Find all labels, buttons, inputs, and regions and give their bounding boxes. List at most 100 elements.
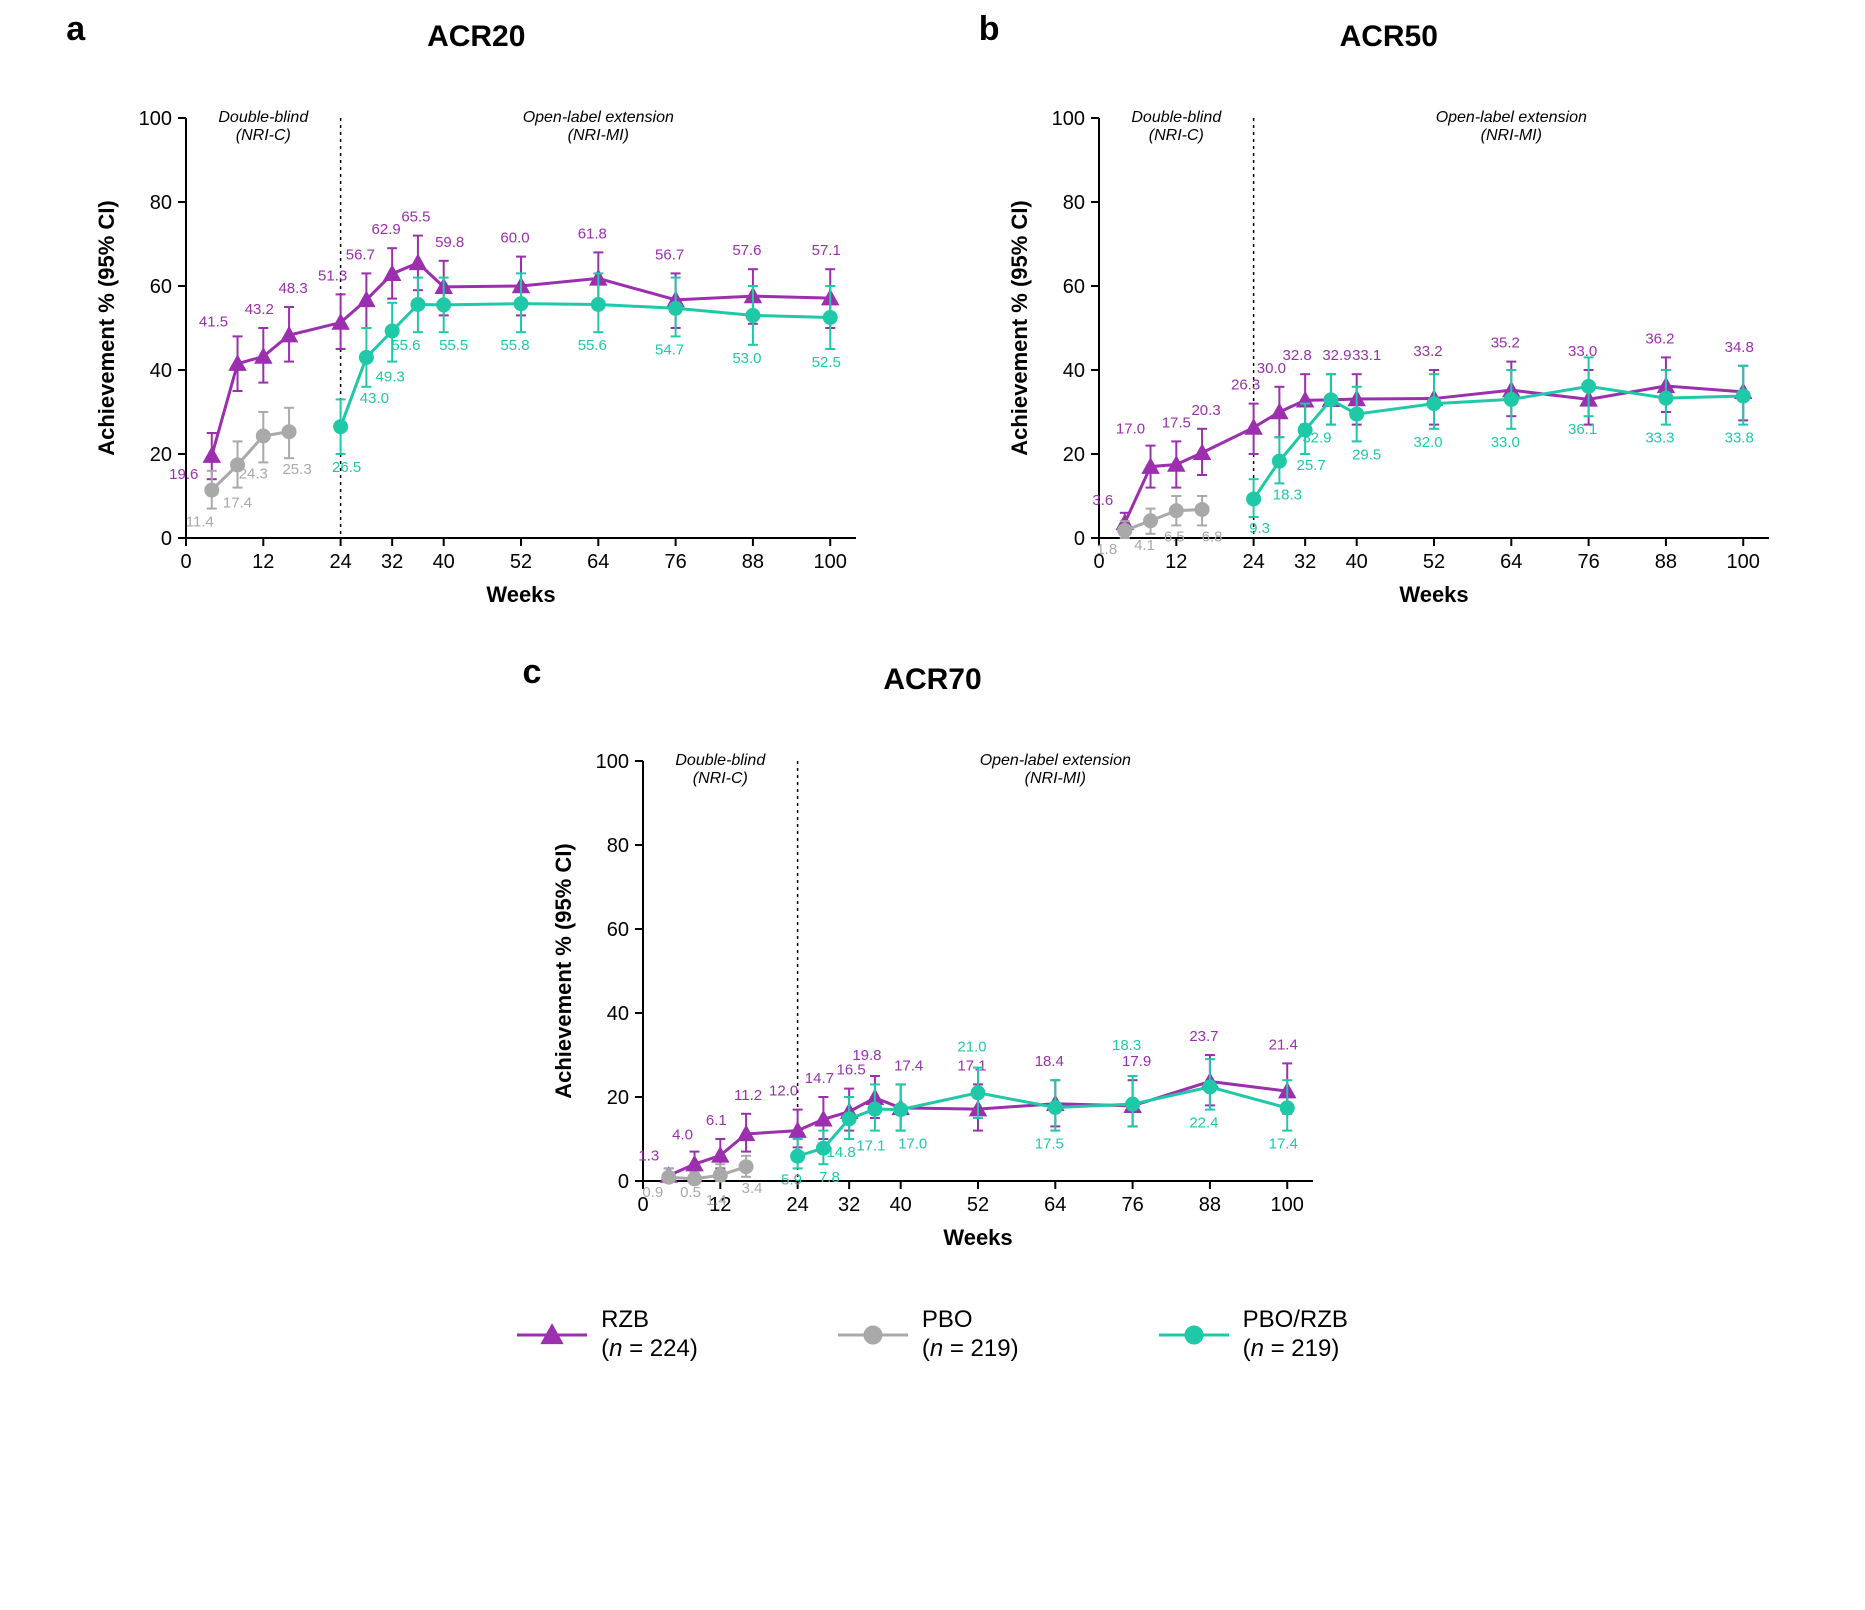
svg-text:56.7: 56.7 (346, 246, 375, 263)
svg-text:Double-blind: Double-blind (675, 752, 766, 769)
svg-text:19.6: 19.6 (169, 466, 198, 483)
svg-text:100: 100 (1726, 551, 1759, 573)
svg-text:0: 0 (161, 528, 172, 550)
legend-label: PBO(n = 219) (922, 1306, 1019, 1364)
svg-text:33.0: 33.0 (1490, 434, 1519, 451)
svg-text:7.8: 7.8 (818, 1169, 839, 1186)
svg-text:60: 60 (150, 276, 172, 298)
svg-text:24.3: 24.3 (239, 465, 268, 482)
svg-text:40: 40 (433, 551, 455, 573)
svg-text:34.8: 34.8 (1724, 339, 1753, 356)
svg-text:100: 100 (139, 108, 172, 130)
svg-text:88: 88 (1198, 1194, 1220, 1216)
svg-text:49.3: 49.3 (376, 369, 405, 386)
svg-text:60: 60 (606, 919, 628, 941)
svg-text:62.9: 62.9 (372, 221, 401, 238)
svg-text:26.3: 26.3 (1231, 377, 1260, 394)
svg-text:17.9: 17.9 (1122, 1053, 1151, 1070)
svg-text:55.6: 55.6 (392, 337, 421, 354)
svg-text:12: 12 (1165, 551, 1187, 573)
svg-text:Weeks: Weeks (943, 1225, 1012, 1250)
svg-text:Open-label extension: Open-label extension (1435, 109, 1586, 126)
svg-text:55.8: 55.8 (501, 337, 530, 354)
svg-text:(NRI-MI): (NRI-MI) (1024, 770, 1085, 787)
svg-text:19.8: 19.8 (852, 1047, 881, 1064)
svg-text:40: 40 (1063, 360, 1085, 382)
svg-text:4.0: 4.0 (672, 1127, 693, 1144)
svg-text:24: 24 (786, 1194, 808, 1216)
svg-text:5.9: 5.9 (781, 1171, 802, 1188)
svg-text:59.8: 59.8 (435, 234, 464, 251)
svg-text:17.4: 17.4 (1268, 1136, 1297, 1153)
svg-text:23.7: 23.7 (1189, 1028, 1218, 1045)
svg-text:36.1: 36.1 (1568, 421, 1597, 438)
svg-text:25.3: 25.3 (283, 461, 312, 478)
svg-text:53.0: 53.0 (733, 350, 762, 367)
svg-text:80: 80 (606, 835, 628, 857)
svg-text:(NRI-MI): (NRI-MI) (1480, 127, 1541, 144)
svg-text:52.5: 52.5 (812, 354, 841, 371)
svg-text:Weeks: Weeks (487, 582, 556, 607)
svg-text:3.4: 3.4 (741, 1180, 762, 1197)
svg-text:Achievement % (95% CI): Achievement % (95% CI) (551, 843, 576, 1099)
svg-text:43.0: 43.0 (360, 390, 389, 407)
svg-text:1.4: 1.4 (705, 1192, 726, 1209)
svg-text:76: 76 (1577, 551, 1599, 573)
svg-text:12: 12 (252, 551, 274, 573)
svg-text:25.7: 25.7 (1296, 457, 1325, 474)
svg-text:33.2: 33.2 (1413, 343, 1442, 360)
svg-text:41.5: 41.5 (199, 313, 228, 330)
svg-text:21.4: 21.4 (1268, 1036, 1297, 1053)
svg-text:0.5: 0.5 (680, 1184, 701, 1201)
svg-text:Double-blind: Double-blind (1131, 109, 1222, 126)
svg-text:Double-blind: Double-blind (219, 109, 310, 126)
svg-text:51.3: 51.3 (318, 267, 347, 284)
svg-text:60.0: 60.0 (501, 230, 530, 247)
svg-text:12.0: 12.0 (769, 1083, 798, 1100)
svg-text:17.4: 17.4 (223, 495, 252, 512)
legend-label: RZB(n = 224) (601, 1306, 698, 1364)
legend-marker-RZB (517, 1320, 587, 1350)
svg-text:(NRI-MI): (NRI-MI) (568, 127, 629, 144)
svg-text:Open-label extension: Open-label extension (979, 752, 1130, 769)
svg-text:60: 60 (1063, 276, 1085, 298)
svg-text:40: 40 (1345, 551, 1367, 573)
svg-text:1.8: 1.8 (1096, 541, 1117, 558)
svg-text:100: 100 (1051, 108, 1084, 130)
svg-text:40: 40 (150, 360, 172, 382)
svg-text:9.3: 9.3 (1249, 520, 1270, 537)
svg-text:17.4: 17.4 (894, 1057, 923, 1074)
svg-text:18.4: 18.4 (1034, 1053, 1063, 1070)
panel-title: ACR50 (979, 20, 1799, 54)
legend-item-PBORZB: PBO/RZB(n = 219) (1159, 1306, 1348, 1364)
svg-text:0: 0 (617, 1171, 628, 1193)
svg-text:18.3: 18.3 (1112, 1037, 1141, 1054)
panel-b: bACR5002040608010001224324052647688100We… (979, 20, 1799, 623)
svg-text:14.8: 14.8 (826, 1144, 855, 1161)
svg-text:40: 40 (889, 1194, 911, 1216)
svg-text:17.0: 17.0 (1116, 421, 1145, 438)
svg-text:Achievement % (95% CI): Achievement % (95% CI) (1007, 200, 1032, 456)
legend-item-RZB: RZB(n = 224) (517, 1306, 698, 1364)
svg-text:1.3: 1.3 (638, 1147, 659, 1164)
svg-text:48.3: 48.3 (279, 280, 308, 297)
svg-text:17.5: 17.5 (1161, 414, 1190, 431)
svg-text:(NRI-C): (NRI-C) (1149, 127, 1204, 144)
svg-text:20: 20 (606, 1087, 628, 1109)
chart-b: 02040608010001224324052647688100WeeksAch… (979, 58, 1799, 618)
row-top: aACR2002040608010001224324052647688100We… (20, 20, 1845, 623)
svg-text:17.1: 17.1 (957, 1057, 986, 1074)
svg-text:55.5: 55.5 (439, 337, 468, 354)
legend: RZB(n = 224) PBO(n = 219) PBO/RZB(n = 219) (20, 1306, 1845, 1364)
svg-text:20.3: 20.3 (1191, 402, 1220, 419)
svg-text:64: 64 (587, 551, 609, 573)
panel-letter: c (523, 653, 542, 692)
panel-a: aACR2002040608010001224324052647688100We… (66, 20, 886, 623)
svg-text:35.2: 35.2 (1490, 335, 1519, 352)
row-bottom: cACR7002040608010001224324052647688100We… (20, 663, 1845, 1266)
legend-marker-PBO (838, 1320, 908, 1350)
svg-text:(NRI-C): (NRI-C) (236, 127, 291, 144)
svg-text:22.4: 22.4 (1189, 1115, 1218, 1132)
svg-text:36.2: 36.2 (1645, 330, 1674, 347)
legend-label: PBO/RZB(n = 219) (1243, 1306, 1348, 1364)
